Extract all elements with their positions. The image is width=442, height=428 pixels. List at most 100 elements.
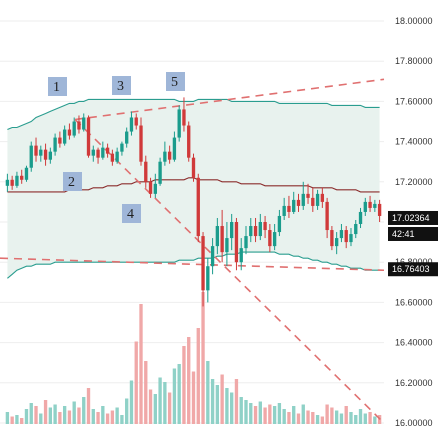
candle-body [230, 222, 234, 239]
candle-body [325, 201, 329, 231]
volume-bar [53, 404, 57, 424]
bollinger-upper-line [7, 98, 380, 131]
volume-bar [187, 337, 191, 424]
candle-body [377, 203, 382, 216]
candle-body [72, 121, 76, 136]
upper-trend-line [74, 78, 385, 121]
volume-bar [282, 409, 286, 424]
candle-body [34, 145, 38, 156]
candle-body [153, 183, 157, 194]
volume-bar [272, 406, 277, 424]
volume-bar [287, 412, 291, 424]
candle-body [96, 149, 100, 158]
volume-bar [263, 407, 267, 424]
candle-body [144, 161, 148, 182]
candle-countdown-bg [388, 226, 438, 241]
annotation-box [166, 72, 185, 91]
volume-bar [105, 413, 110, 424]
volume-bar [172, 368, 177, 424]
annotation-label: 5 [171, 75, 178, 90]
y-tick-label: 18.00000 [395, 16, 433, 26]
y-tick-label: 17.20000 [395, 177, 433, 187]
volume-bar [206, 361, 210, 424]
candle-body [306, 193, 310, 198]
candle-body [296, 199, 301, 206]
volume-bar [182, 346, 186, 424]
volume-bar [330, 407, 334, 424]
volume-bar [311, 412, 315, 424]
candle-body [225, 238, 229, 253]
candle-body [311, 197, 315, 206]
volume-bar [344, 406, 348, 424]
volume-bar [148, 389, 153, 424]
candle-body [182, 109, 186, 126]
candle-body [62, 129, 67, 144]
volume-bar [82, 397, 86, 424]
volume-bar [153, 394, 157, 424]
candle-body [277, 215, 282, 233]
candle-body [58, 137, 62, 144]
volume-bar [24, 409, 29, 424]
volume-bar [215, 385, 220, 424]
candle-body [301, 193, 305, 206]
y-tick-label: 17.80000 [395, 56, 433, 66]
volume-bar [5, 412, 10, 424]
candle-body [201, 236, 205, 291]
candle-body [244, 236, 248, 249]
candle-body [67, 129, 72, 136]
volume-bar [39, 413, 43, 424]
volume-bar [29, 403, 33, 424]
candle-body [77, 121, 81, 130]
volume-bar [62, 406, 67, 424]
volume-bar [43, 400, 48, 424]
volume-bar [158, 377, 162, 424]
y-tick-label: 16.20000 [395, 378, 433, 388]
candle-body [287, 205, 291, 212]
volume-bar [230, 392, 234, 424]
candle-body [125, 131, 129, 144]
annotation-label: 3 [117, 79, 124, 94]
volume-bar [110, 410, 115, 424]
y-tick-label: 16.00000 [395, 418, 433, 428]
candle-body [177, 109, 181, 138]
annotation-box [112, 76, 131, 95]
candle-body [368, 201, 372, 208]
candle-body [148, 181, 153, 194]
candle-body [358, 211, 363, 225]
volume-bar [177, 364, 181, 424]
volume-bar [67, 410, 72, 424]
volume-bar [129, 380, 134, 424]
candle-body [172, 137, 177, 160]
candle-body [39, 149, 43, 156]
volume-bar [139, 304, 143, 424]
volume-bar [20, 418, 24, 424]
volume-bar [253, 406, 258, 424]
volume-bar [358, 409, 363, 424]
candle-body [115, 151, 119, 162]
annotation-box [122, 204, 141, 223]
volume-bar [301, 404, 305, 424]
volume-bar [34, 406, 38, 424]
y-tick-label: 17.60000 [395, 96, 433, 106]
candle-body [91, 149, 95, 156]
volume-bar [15, 415, 19, 424]
candle-body [344, 230, 348, 243]
volume-bar [244, 400, 248, 424]
candle-body [163, 151, 167, 162]
volume-bar [368, 412, 372, 424]
volume-bar [201, 292, 205, 424]
candle-body [253, 226, 258, 237]
candle-body [363, 201, 367, 212]
candle-body [349, 234, 353, 243]
candle-body [167, 151, 172, 160]
candle-body [191, 157, 196, 178]
volume-bar [306, 410, 310, 424]
annotation-box [48, 77, 67, 96]
volume-bar [163, 382, 167, 424]
current-price-tag-bg [388, 210, 438, 225]
candle-countdown: 42:41 [392, 229, 415, 239]
candle-body [15, 175, 19, 186]
volume-bar [268, 404, 272, 424]
candle-body [268, 230, 272, 247]
candle-body [86, 117, 91, 156]
